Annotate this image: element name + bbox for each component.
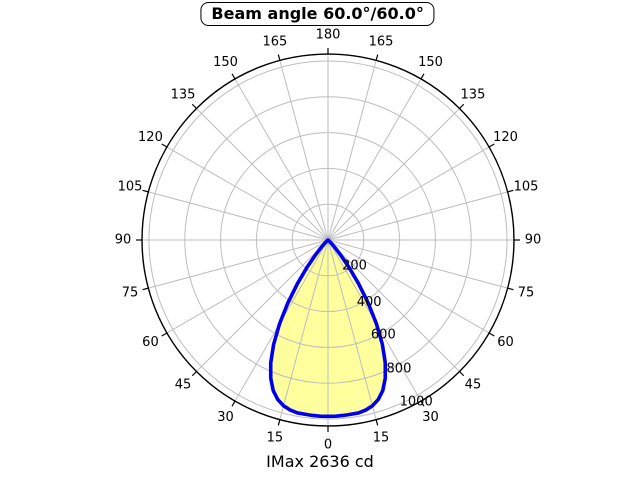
angle-tick	[161, 143, 168, 148]
grid-radial	[166, 146, 329, 241]
grid-radial	[327, 239, 490, 334]
angle-tick	[507, 287, 514, 291]
chart-title: Beam angle 60.0°/60.0°	[200, 2, 435, 26]
angle-label: 135	[461, 88, 486, 103]
angle-tick	[507, 189, 514, 193]
grid-radial	[327, 191, 508, 241]
angle-label: 135	[171, 88, 196, 103]
angle-label: 45	[465, 377, 482, 392]
angle-tick	[488, 332, 495, 337]
angle-tick	[231, 73, 236, 80]
angle-label: 120	[493, 130, 518, 145]
angle-label: 45	[175, 377, 192, 392]
angle-label: 30	[422, 410, 439, 425]
radial-label: 600	[371, 327, 396, 342]
grid-radial	[234, 78, 329, 241]
radial-label: 200	[342, 258, 367, 273]
angle-tick	[459, 103, 465, 109]
angle-label: 180	[316, 28, 341, 43]
angle-label: 15	[373, 431, 390, 446]
radial-label: 1000	[400, 394, 433, 409]
angle-tick	[488, 143, 495, 148]
angle-tick	[277, 419, 281, 426]
angle-label: 165	[263, 34, 288, 49]
angle-label: 90	[525, 233, 542, 248]
angle-label: 105	[118, 179, 143, 194]
angle-tick	[191, 371, 197, 377]
angle-label: 0	[324, 438, 332, 453]
angle-tick	[459, 371, 465, 377]
grid-radial	[327, 108, 460, 241]
angle-label: 90	[115, 233, 132, 248]
radial-label: 400	[357, 295, 382, 310]
grid-radial	[327, 78, 422, 241]
angle-label: 75	[518, 286, 535, 301]
grid-radial	[327, 146, 490, 241]
grid-radial	[279, 60, 329, 241]
beam-curve	[268, 238, 388, 419]
angle-tick	[142, 287, 149, 291]
angle-label: 150	[418, 55, 443, 70]
radial-label: 800	[387, 362, 412, 377]
angle-label: 165	[369, 34, 394, 49]
angle-label: 60	[497, 335, 514, 350]
grid-radial	[196, 108, 329, 241]
angle-tick	[420, 400, 425, 407]
grid-radial	[148, 239, 329, 289]
angle-label: 150	[213, 55, 238, 70]
angle-label: 105	[514, 179, 539, 194]
grid-radial	[196, 239, 329, 372]
angle-tick	[142, 189, 149, 193]
angle-label: 30	[217, 410, 234, 425]
angle-label: 120	[138, 130, 163, 145]
imax-label: IMax 2636 cd	[266, 452, 374, 471]
grid-radial	[327, 60, 377, 241]
grid-radial	[148, 191, 329, 241]
angle-tick	[375, 54, 379, 61]
grid-radial	[166, 239, 329, 334]
angle-tick	[161, 332, 168, 337]
angle-label: 75	[122, 286, 139, 301]
angle-tick	[231, 400, 236, 407]
grid-radial	[327, 239, 377, 420]
angle-tick	[375, 419, 379, 426]
angle-tick	[191, 103, 197, 109]
grid-radial	[279, 239, 329, 420]
angle-label: 15	[267, 431, 284, 446]
angle-label: 60	[142, 335, 159, 350]
grid-radial	[327, 239, 508, 289]
grid-radial	[327, 239, 460, 372]
angle-tick	[420, 73, 425, 80]
angle-tick	[277, 54, 281, 61]
